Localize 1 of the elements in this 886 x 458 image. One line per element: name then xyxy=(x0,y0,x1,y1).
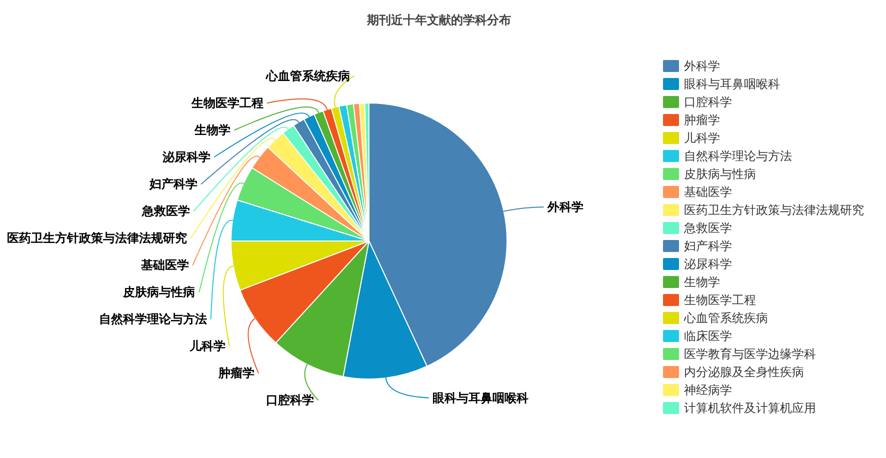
title: 期刊近十年文献的学科分布 xyxy=(367,13,511,27)
